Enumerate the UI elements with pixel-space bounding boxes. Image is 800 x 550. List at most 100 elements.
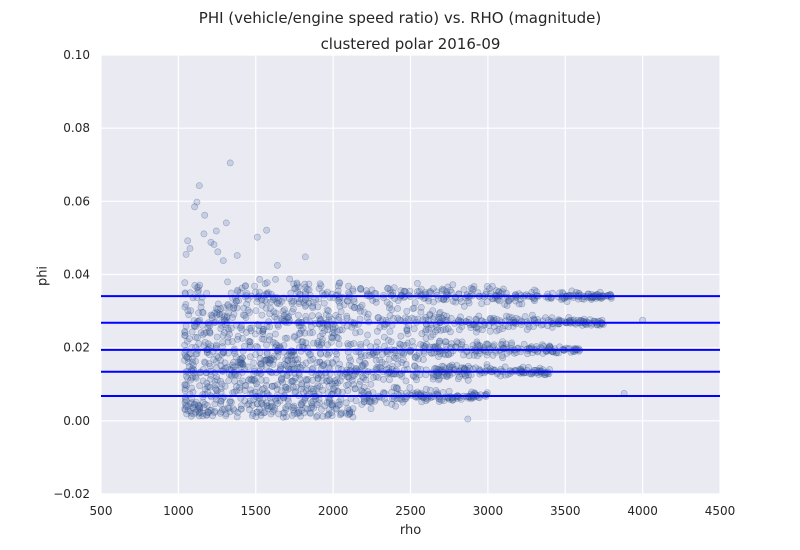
- data-point: [201, 400, 209, 408]
- data-point: [435, 376, 442, 384]
- x-tick-label: 2000: [318, 504, 349, 518]
- data-point: [328, 380, 336, 388]
- data-point: [213, 309, 221, 316]
- data-point: [515, 300, 523, 308]
- data-point: [237, 358, 245, 366]
- data-point: [294, 355, 302, 363]
- data-point: [335, 398, 343, 406]
- data-point: [440, 286, 448, 294]
- data-point: [449, 281, 457, 289]
- data-point: [426, 386, 434, 394]
- data-point: [309, 329, 316, 336]
- data-point: [332, 355, 340, 363]
- data-point: [181, 349, 189, 357]
- data-point: [314, 375, 322, 382]
- data-point: [281, 334, 289, 342]
- data-point: [433, 326, 441, 334]
- data-point: [210, 241, 218, 248]
- data-point: [259, 330, 267, 338]
- data-point: [307, 399, 315, 407]
- data-point: [318, 339, 326, 346]
- data-point: [230, 388, 238, 396]
- data-point: [329, 329, 336, 337]
- data-point: [217, 305, 224, 312]
- data-point: [430, 298, 437, 306]
- data-point: [259, 327, 267, 335]
- data-point: [302, 312, 310, 320]
- data-point: [349, 287, 357, 295]
- data-point: [297, 400, 305, 407]
- data-point: [308, 312, 316, 320]
- data-point: [263, 279, 271, 287]
- data-point: [364, 331, 371, 339]
- data-point: [447, 314, 455, 322]
- data-point: [231, 349, 239, 357]
- data-point: [219, 257, 227, 264]
- data-point: [217, 388, 225, 396]
- data-point: [357, 340, 364, 348]
- data-point: [244, 401, 252, 409]
- data-point: [299, 338, 307, 346]
- data-point: [280, 341, 288, 349]
- data-point: [388, 306, 396, 313]
- data-point: [259, 325, 267, 333]
- data-point: [355, 380, 363, 388]
- data-point: [564, 345, 572, 353]
- data-point: [317, 341, 325, 348]
- data-point: [263, 402, 271, 410]
- data-point: [443, 312, 451, 320]
- data-point: [384, 336, 392, 344]
- data-point: [403, 325, 411, 332]
- data-point: [336, 401, 344, 408]
- data-point: [281, 383, 289, 391]
- data-point: [335, 340, 343, 348]
- data-point: [226, 330, 233, 338]
- data-point: [277, 315, 285, 322]
- data-point: [280, 312, 288, 320]
- data-point: [442, 326, 450, 333]
- data-point: [419, 341, 427, 349]
- data-point: [245, 337, 253, 345]
- data-point: [192, 350, 200, 358]
- data-point: [474, 325, 482, 333]
- data-point: [303, 381, 311, 389]
- data-point: [445, 387, 453, 395]
- data-point: [478, 326, 486, 334]
- data-point: [313, 340, 321, 347]
- data-point: [181, 398, 189, 406]
- data-point: [358, 400, 366, 408]
- data-point: [323, 306, 331, 314]
- data-point: [315, 285, 323, 292]
- data-point: [222, 412, 230, 419]
- data-point: [195, 412, 203, 420]
- data-point: [233, 304, 241, 312]
- data-point: [307, 409, 315, 417]
- data-point: [268, 354, 276, 362]
- data-point: [439, 326, 447, 333]
- data-point: [521, 313, 529, 320]
- data-point: [277, 376, 285, 384]
- data-point: [284, 402, 292, 409]
- data-point: [239, 311, 247, 319]
- data-point: [253, 233, 261, 241]
- data-point: [406, 287, 414, 295]
- data-point: [270, 352, 278, 360]
- data-point: [239, 360, 246, 368]
- data-point: [461, 372, 469, 380]
- data-point: [397, 341, 404, 348]
- data-point: [305, 280, 313, 288]
- data-point: [294, 283, 302, 291]
- data-point: [432, 387, 440, 394]
- data-point: [320, 299, 328, 307]
- data-point: [213, 387, 221, 394]
- data-point: [262, 363, 270, 371]
- data-point: [334, 282, 342, 290]
- data-point: [316, 358, 324, 366]
- data-point: [246, 406, 253, 414]
- data-point: [288, 351, 296, 359]
- data-point: [324, 351, 332, 359]
- data-point: [508, 341, 515, 349]
- data-point: [283, 334, 291, 342]
- data-point: [385, 304, 393, 312]
